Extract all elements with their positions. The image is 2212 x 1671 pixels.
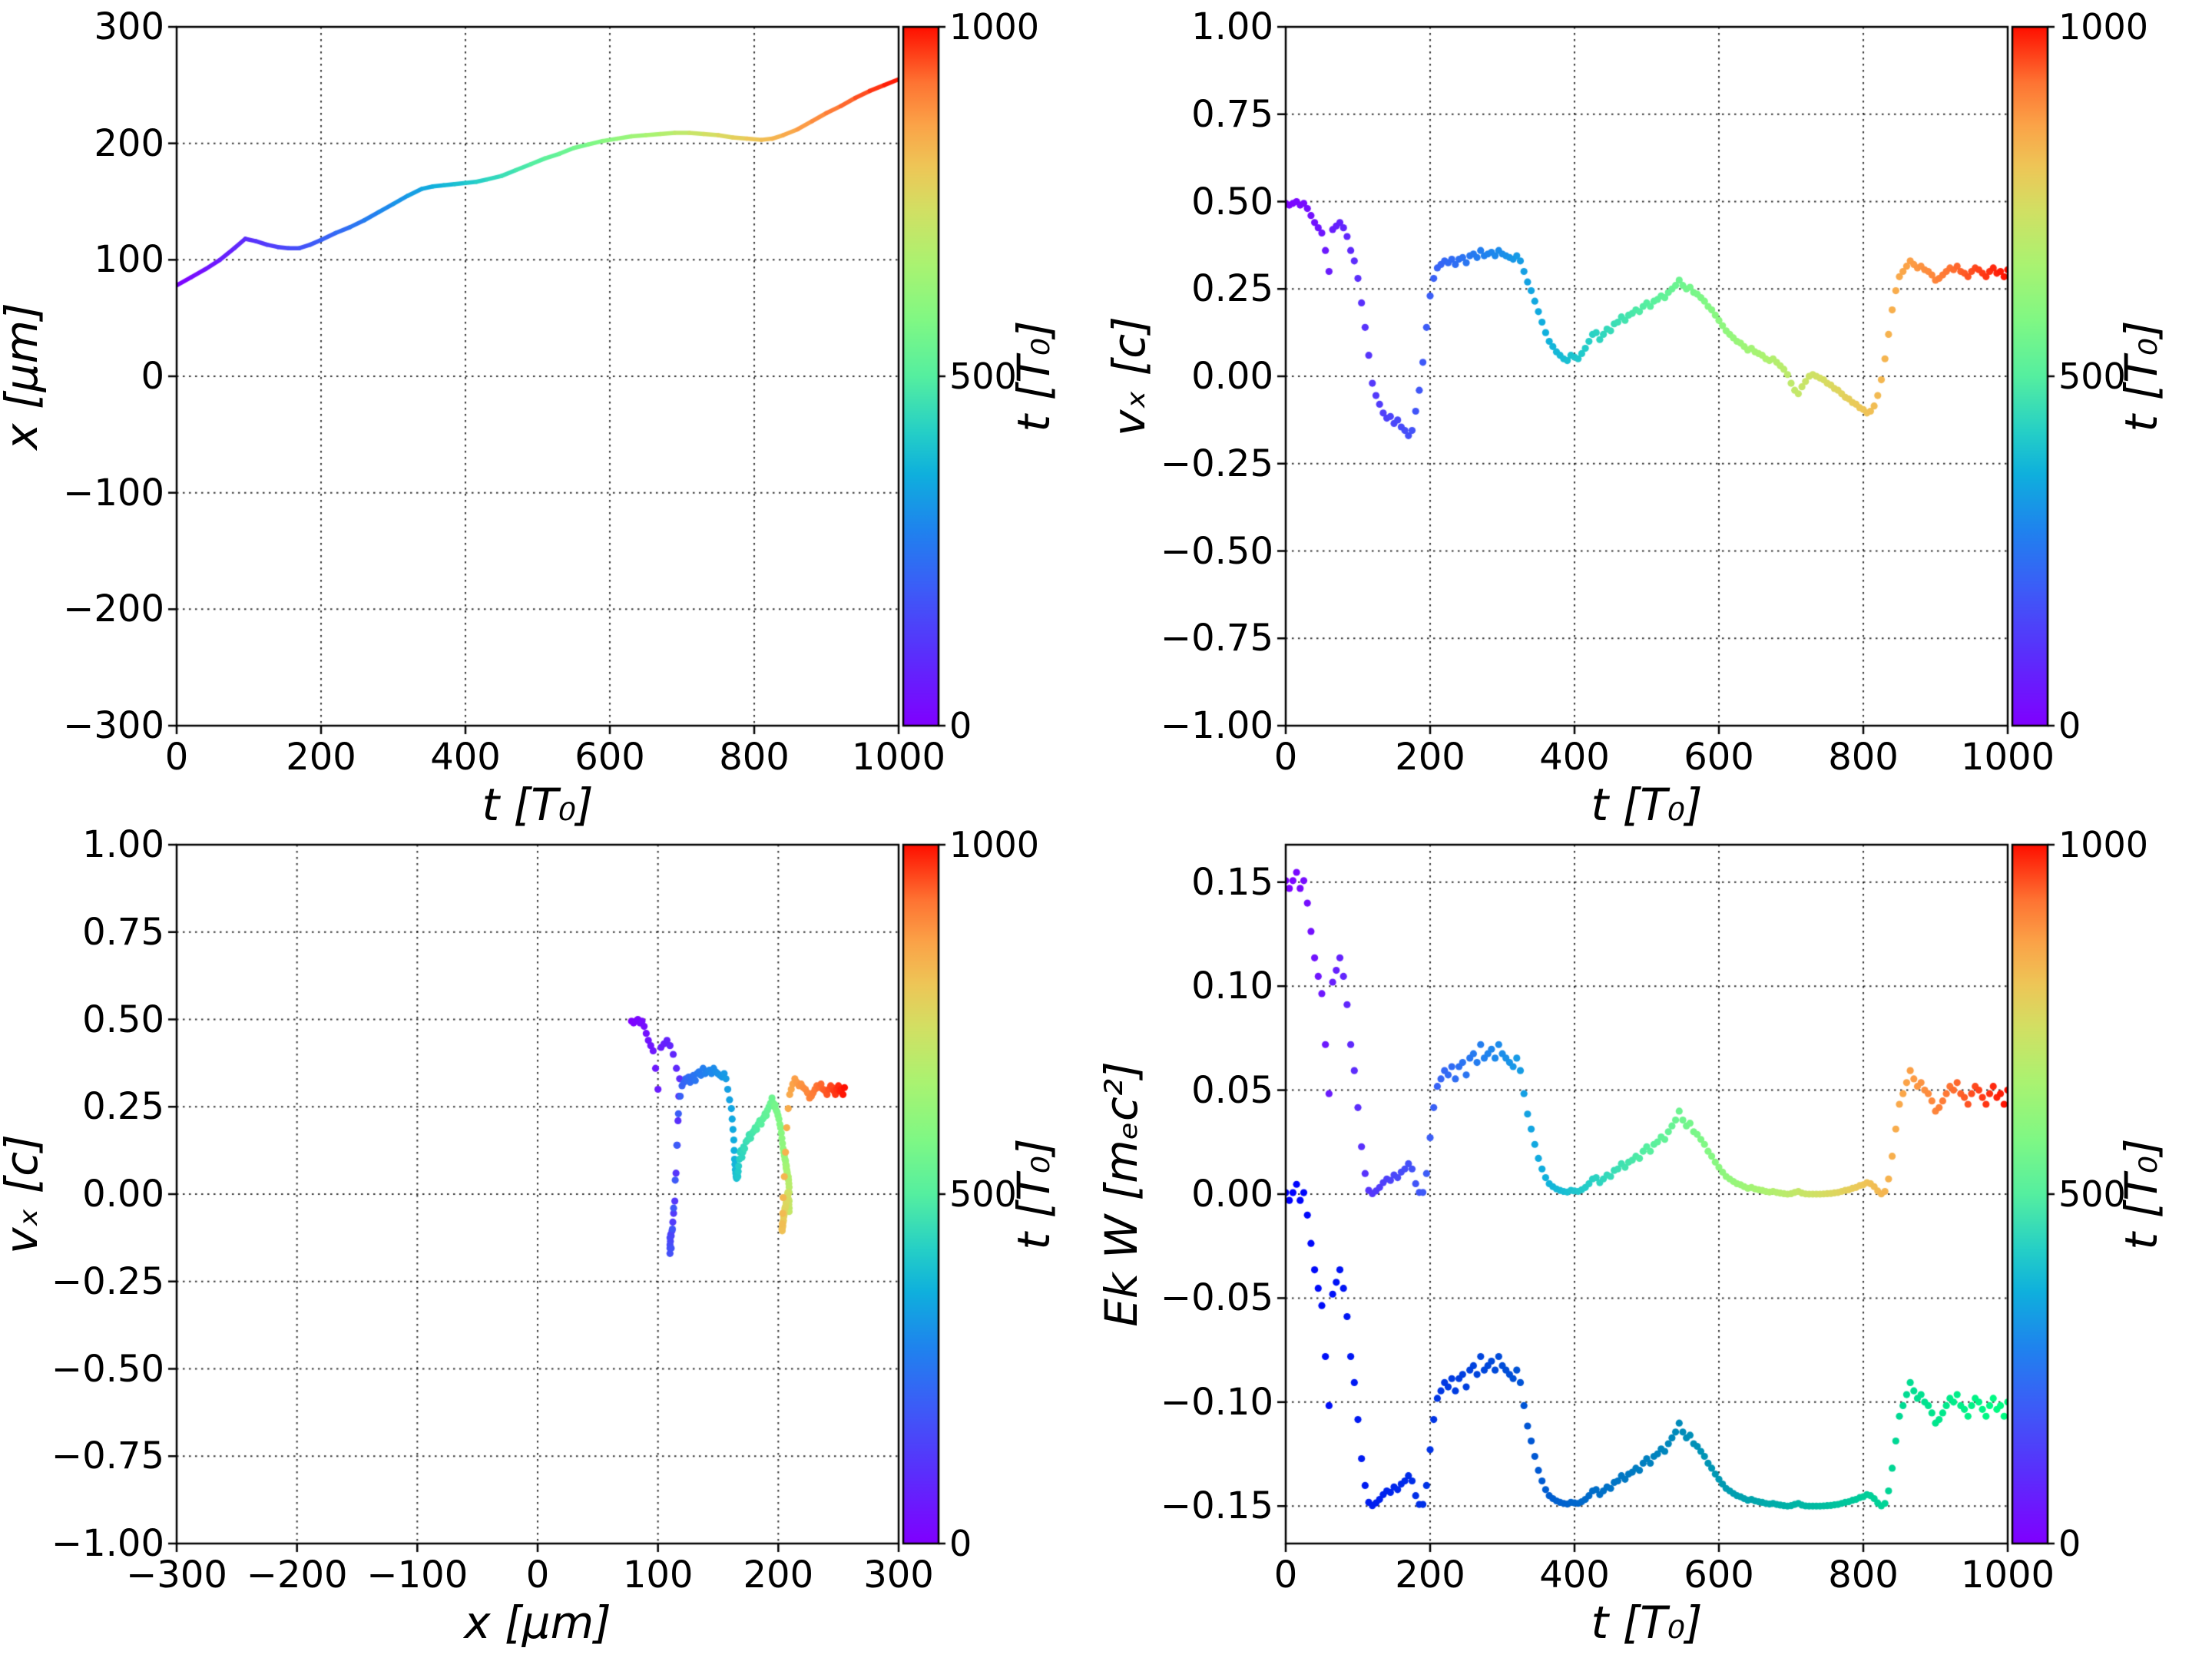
tick-label: 0	[141, 354, 164, 398]
tick-label: 1000	[1960, 1554, 2055, 1597]
tick-label: 0.00	[1191, 354, 1273, 398]
tick-label: 800	[1828, 736, 1899, 779]
panel4-colorbar-label: t [T₀]	[2115, 1138, 2167, 1250]
panel2-xaxis-label: t [T₀]	[1591, 779, 1703, 831]
tick-label: −0.25	[51, 1259, 164, 1303]
tick-label: −0.75	[51, 1434, 164, 1478]
tick-label: 0	[2058, 704, 2081, 746]
tick-label: −0.10	[1160, 1380, 1273, 1424]
tick-label: −0.50	[51, 1347, 164, 1391]
tick-label: 600	[1684, 736, 1754, 779]
tick-label: −300	[126, 1554, 227, 1597]
tick-label: 800	[719, 736, 790, 779]
tick-label: −0.15	[1160, 1484, 1273, 1528]
tick-label: 0	[1273, 1554, 1298, 1597]
tick-label: 300	[94, 5, 164, 48]
tick-label: 200	[1395, 1554, 1465, 1597]
tick-label: −300	[63, 703, 164, 747]
tick-label: 1.00	[82, 822, 164, 866]
panel2-colorbar-label: t [T₀]	[2115, 320, 2167, 432]
tick-label: 200	[743, 1554, 814, 1597]
tick-label: −0.25	[1160, 442, 1273, 485]
tick-label: 500	[2058, 1173, 2126, 1215]
tick-label: 200	[1395, 736, 1465, 779]
panel1-colorbar-label: t [T₀]	[1008, 320, 1060, 432]
panel2-yaxis-label: vₓ [c]	[1103, 316, 1155, 436]
tick-label: −1.00	[51, 1521, 164, 1565]
tick-label: 500	[949, 1173, 1017, 1215]
tick-label: 1000	[1960, 736, 2055, 779]
panel4-xaxis-label: t [T₀]	[1591, 1597, 1703, 1649]
tick-label: 1000	[949, 5, 1040, 48]
panel1-xaxis-label: t [T₀]	[482, 779, 594, 831]
tick-label: 400	[430, 736, 501, 779]
tick-label: 1000	[851, 736, 946, 779]
tick-label: 0	[164, 736, 189, 779]
tick-label: 0.25	[1191, 267, 1273, 311]
tick-label: 300	[863, 1554, 934, 1597]
tick-label: 0.25	[82, 1085, 164, 1129]
tick-label: 500	[2058, 355, 2126, 397]
tick-label: −100	[366, 1554, 469, 1597]
tick-label: 0	[949, 704, 972, 746]
tick-label: 0.00	[82, 1172, 164, 1216]
tick-label: 400	[1539, 736, 1610, 779]
panel3-yaxis-label: vₓ [c]	[0, 1134, 48, 1254]
tick-label: −200	[246, 1554, 348, 1597]
tick-label: 100	[622, 1554, 694, 1597]
tick-label: 0.50	[1191, 180, 1273, 223]
panel3-xaxis-label: x [μm]	[464, 1597, 611, 1649]
tick-label: 800	[1828, 1554, 1899, 1597]
tick-label: 0.10	[1191, 964, 1273, 1008]
tick-label: −100	[63, 471, 164, 515]
tick-label: 500	[949, 355, 1017, 397]
panel3-colorbar-label: t [T₀]	[1008, 1138, 1060, 1250]
tick-label: 1.00	[1191, 5, 1273, 48]
tick-label: 0.50	[82, 998, 164, 1041]
tick-label: −0.75	[1160, 617, 1273, 660]
tick-label: 0.75	[82, 910, 164, 954]
tick-label: 200	[286, 736, 356, 779]
tick-label: 0.00	[1191, 1172, 1273, 1216]
tick-label: 400	[1539, 1554, 1610, 1597]
tick-label: 1000	[2058, 823, 2149, 865]
tick-label: 0	[949, 1522, 972, 1564]
panel1-yaxis-label: x [μm]	[0, 303, 48, 450]
tick-label: 600	[1684, 1554, 1754, 1597]
tick-label: 0.05	[1191, 1068, 1273, 1112]
tick-label: 0.75	[1191, 92, 1273, 136]
tick-label: 1000	[949, 823, 1040, 865]
tick-label: −1.00	[1160, 703, 1273, 747]
tick-label: −0.05	[1160, 1276, 1273, 1320]
tick-label: 1000	[2058, 5, 2149, 48]
tick-label: 0.15	[1191, 860, 1273, 904]
panel4-yaxis-label: Ek W [mₑc²]	[1095, 1061, 1147, 1327]
tick-label: 100	[94, 238, 164, 282]
tick-label: −200	[63, 587, 164, 631]
tick-label: −0.50	[1160, 529, 1273, 573]
tick-label: 0	[1273, 736, 1298, 779]
tick-label: 0	[525, 1554, 550, 1597]
tick-label: 600	[575, 736, 645, 779]
tick-label: 200	[94, 121, 164, 165]
tick-label: 0	[2058, 1522, 2081, 1564]
